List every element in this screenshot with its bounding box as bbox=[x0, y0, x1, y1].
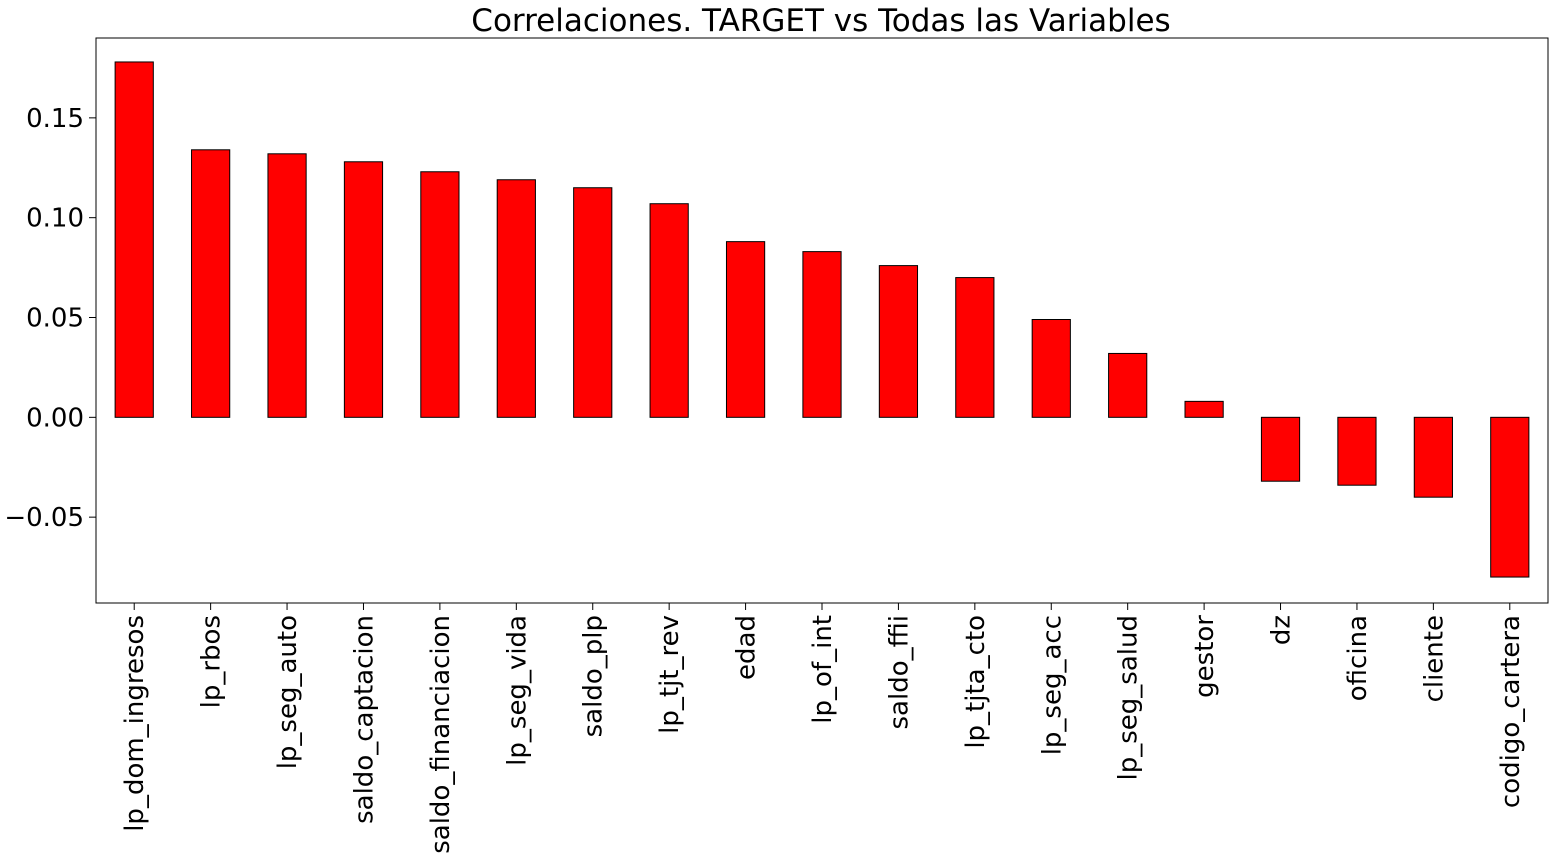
x-tick-label-oficina: oficina bbox=[1343, 615, 1373, 701]
x-tick-label-lp_seg_auto: lp_seg_auto bbox=[273, 615, 303, 769]
x-tick-label-lp_seg_vida: lp_seg_vida bbox=[502, 615, 532, 766]
bar-dz bbox=[1260, 416, 1301, 482]
x-tick-label-codigo_cartera: codigo_cartera bbox=[1496, 615, 1526, 808]
bar-saldo_plp bbox=[573, 187, 613, 418]
y-tick-label: −0.05 bbox=[4, 503, 84, 533]
bar-lp_dom_ingresos bbox=[114, 61, 154, 418]
x-tick-label-cliente: cliente bbox=[1419, 615, 1449, 702]
x-tick-label-edad: edad bbox=[732, 615, 762, 680]
y-tick-label: 0.00 bbox=[26, 403, 84, 433]
bar-gestor bbox=[1184, 400, 1224, 418]
bar-lp_seg_vida bbox=[496, 179, 536, 418]
bar-cliente bbox=[1413, 416, 1453, 498]
x-tick-label-lp_tjta_cto: lp_tjta_cto bbox=[961, 615, 991, 749]
bar-codigo_cartera bbox=[1490, 416, 1530, 578]
bar-lp_rbos bbox=[191, 149, 231, 418]
x-tick-label-saldo_financiacion: saldo_financiacion bbox=[426, 615, 456, 854]
bar-saldo_ffii bbox=[878, 265, 919, 418]
x-tick-label-lp_tjt_rev: lp_tjt_rev bbox=[655, 615, 685, 734]
x-tick-label-lp_dom_ingresos: lp_dom_ingresos bbox=[120, 615, 150, 832]
bar-saldo_captacion bbox=[343, 161, 384, 418]
bars-group bbox=[114, 61, 1530, 578]
bar-edad bbox=[725, 241, 766, 418]
bar-oficina bbox=[1337, 416, 1377, 486]
chart-title: Correlaciones. TARGET vs Todas las Varia… bbox=[471, 3, 1170, 39]
bar-saldo_financiacion bbox=[420, 171, 460, 418]
x-tick-label-lp_seg_acc: lp_seg_acc bbox=[1037, 615, 1067, 755]
x-tick-label-saldo_captacion: saldo_captacion bbox=[349, 615, 379, 824]
y-tick-label: 0.10 bbox=[26, 204, 84, 234]
y-tick-label: 0.05 bbox=[26, 304, 84, 334]
y-axis: −0.05 0.00 0.05 0.10 0.15 bbox=[4, 104, 96, 533]
bar-lp_tjt_rev bbox=[649, 203, 689, 418]
bar-lp_of_int bbox=[802, 251, 842, 418]
x-tick-label-dz: dz bbox=[1267, 615, 1297, 645]
x-tick-label-saldo_ffii: saldo_ffii bbox=[884, 615, 914, 729]
bar-lp_tjta_cto bbox=[955, 277, 995, 418]
bar-lp_seg_auto bbox=[267, 153, 307, 418]
bar-lp_seg_salud bbox=[1108, 352, 1148, 418]
x-tick-label-gestor: gestor bbox=[1190, 615, 1220, 698]
x-tick-label-saldo_plp: saldo_plp bbox=[579, 615, 609, 737]
bar-lp_seg_acc bbox=[1031, 319, 1071, 418]
x-axis: lp_dom_ingresos lp_rbos lp_seg_auto saldo_c… bbox=[120, 603, 1526, 854]
x-tick-label-lp_of_int: lp_of_int bbox=[808, 615, 838, 724]
y-tick-label: 0.15 bbox=[26, 104, 84, 134]
x-tick-label-lp_rbos: lp_rbos bbox=[197, 615, 227, 708]
x-tick-label-lp_seg_salud: lp_seg_salud bbox=[1114, 615, 1144, 780]
